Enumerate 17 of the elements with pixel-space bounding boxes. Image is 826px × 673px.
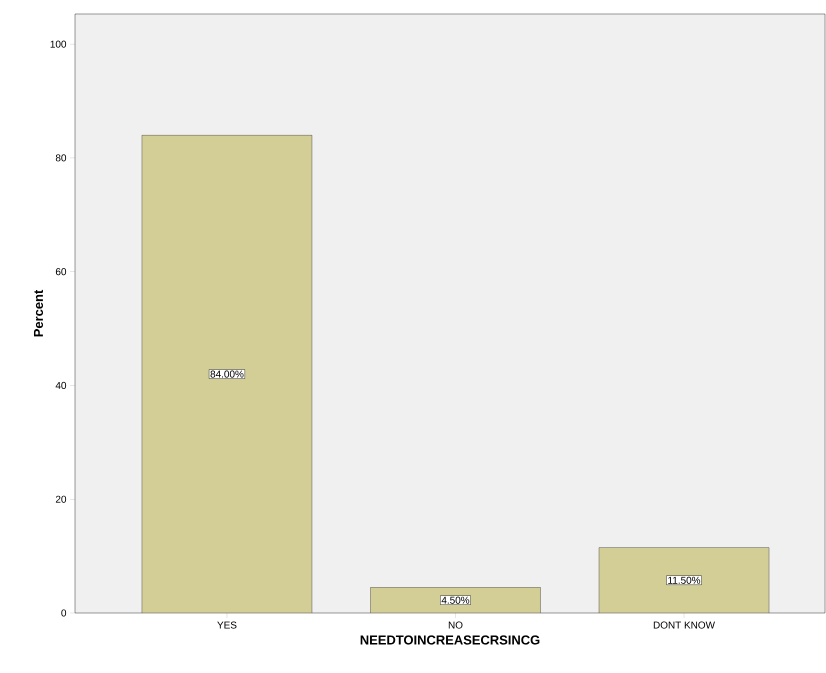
data-label: 4.50% [442,596,470,604]
y-tick-label: 0 [61,609,66,617]
y-tick-label: 40 [56,382,66,389]
x-tick-label: YES [217,622,236,629]
data-label: 84.00% [210,370,244,378]
y-tick-label: 20 [56,496,66,503]
bar [142,134,312,613]
y-tick-label: 80 [56,154,66,162]
x-tick-label: NO [448,622,462,629]
y-tick-label: 100 [50,40,66,48]
x-tick-label: DONT KNOW [654,622,715,629]
y-tick-label: 60 [56,268,66,276]
bar [598,547,770,613]
data-label: 11.50% [668,576,700,584]
y-axis-title: Percent [34,290,44,336]
x-axis-title: NEEDTOINCREASECRSINCG [360,635,540,645]
bar [370,587,541,613]
